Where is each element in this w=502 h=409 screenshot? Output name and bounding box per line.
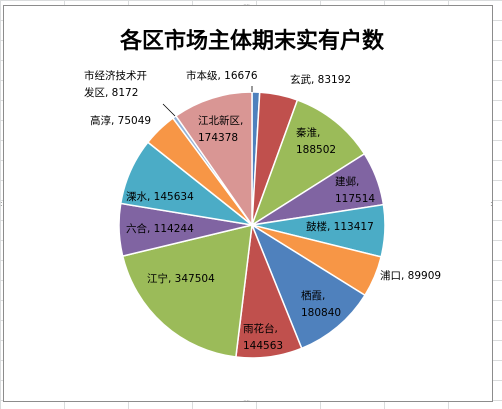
slice-data-label: 雨花台, 144563 xyxy=(243,322,283,352)
slice-data-label: 秦淮, 188502 xyxy=(296,126,336,156)
resize-handle-top[interactable]: ···· xyxy=(243,1,250,10)
chart-title: 各区市场主体期末实有户数 xyxy=(119,28,385,54)
slice-data-label: 鼓楼, 113417 xyxy=(306,220,374,233)
label-leader-line xyxy=(162,103,176,117)
pie-slice[interactable] xyxy=(174,91,253,228)
resize-handle-right[interactable]: : xyxy=(490,199,493,208)
slice-data-label: 溧水, 145634 xyxy=(126,190,194,203)
slice-data-label: 江北新区, 174378 xyxy=(198,114,243,144)
slice-data-label: 市经济技术开发区, 8172 xyxy=(84,69,147,99)
pie-slice[interactable] xyxy=(121,224,253,358)
slice-data-label: 建邺, 117514 xyxy=(335,175,375,205)
slice-data-label: 江宁, 347504 xyxy=(147,272,215,285)
slice-data-label: 浦口, 89909 xyxy=(380,269,441,282)
resize-handle-left[interactable]: : xyxy=(0,199,3,208)
pie-slice[interactable] xyxy=(250,223,366,350)
slice-data-label: 栖霞, 180840 xyxy=(301,289,341,319)
slice-data-label: 六合, 114244 xyxy=(126,222,194,235)
pie-slice[interactable] xyxy=(250,99,366,227)
slice-data-label: 市本级, 16676 xyxy=(186,69,258,82)
resize-handle-bottom[interactable]: ···· xyxy=(243,397,250,406)
slice-data-label: 高淳, 75049 xyxy=(90,114,151,127)
slice-data-label: 玄武, 83192 xyxy=(290,73,351,86)
